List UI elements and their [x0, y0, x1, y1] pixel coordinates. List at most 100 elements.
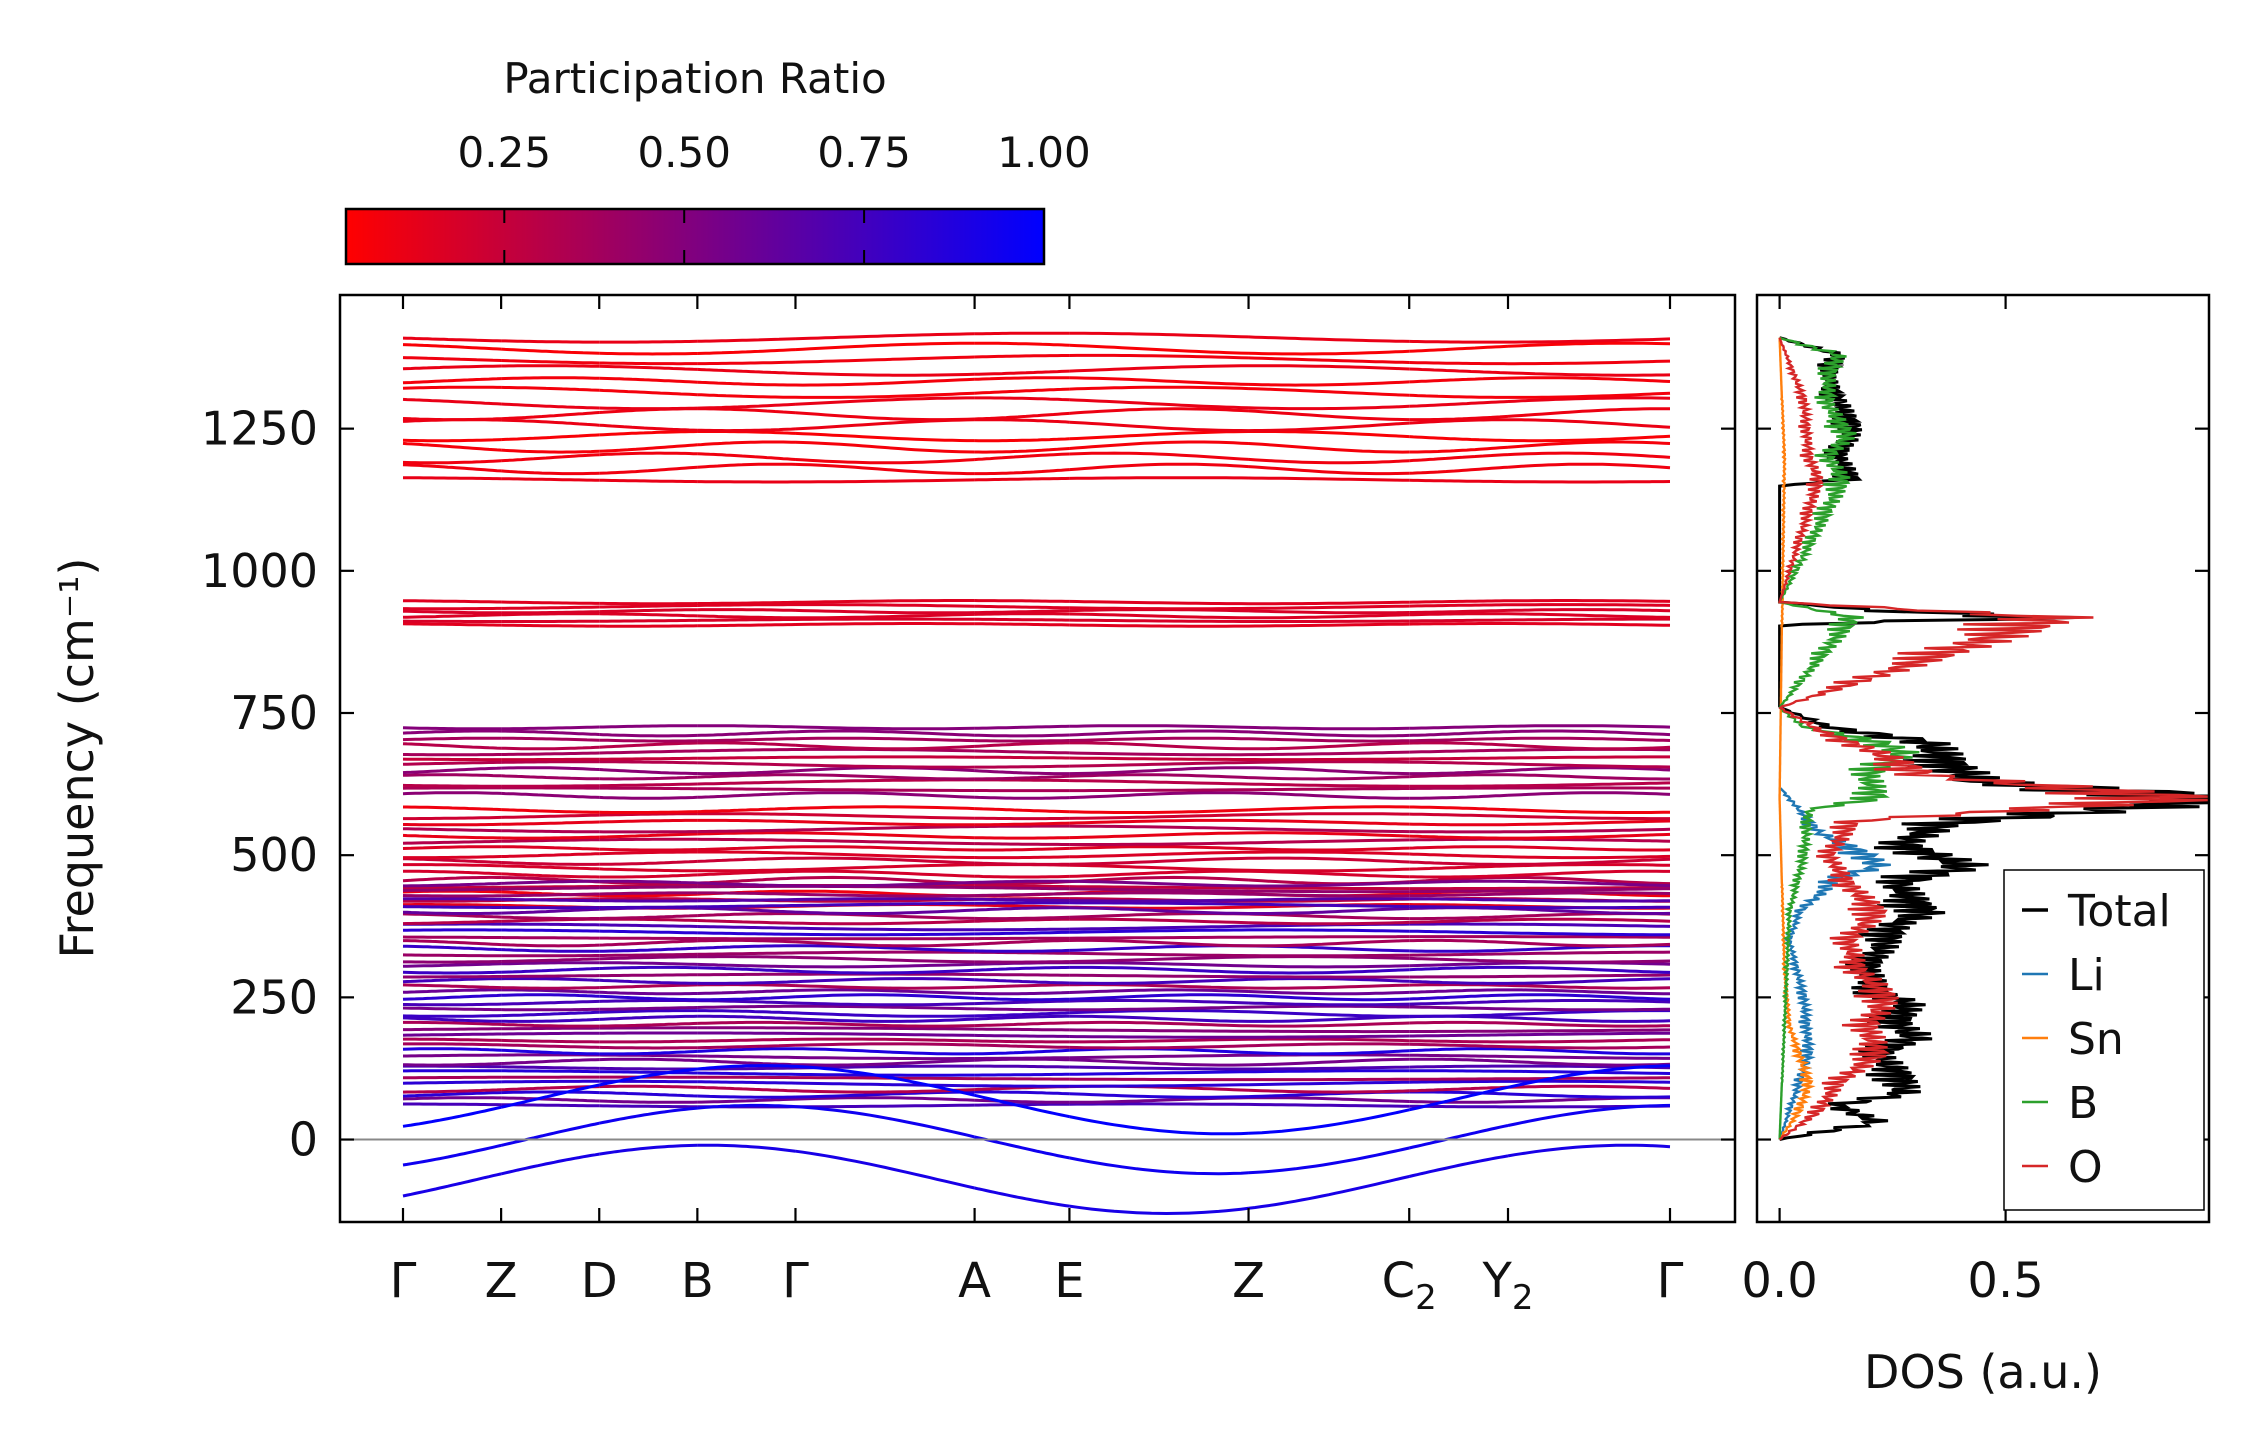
- phonon-band-segment: [402, 1143, 502, 1167]
- phonon-band-segment: [1248, 920, 1410, 926]
- phonon-band-segment: [1069, 462, 1249, 472]
- phonon-band-segment: [501, 861, 600, 866]
- phonon-band-segment: [697, 856, 796, 863]
- phonon-band-segment: [974, 609, 1070, 615]
- phonon-band-segment: [1069, 924, 1249, 931]
- phonon-band-segment: [501, 359, 600, 365]
- phonon-band-segment: [697, 618, 796, 622]
- phonon-band-segment: [403, 1020, 502, 1026]
- phonon-band-segment: [501, 774, 600, 781]
- band-structure-panel: 0 250 500 750 1000 1250 Γ Z D B Γ A E Z C2 Y2 Γ Frequenc…: [50, 293, 1737, 1318]
- phonon-band-segment: [974, 1033, 1070, 1038]
- phonon-band-segment: [795, 603, 975, 608]
- phonon-band-segment: [1507, 808, 1671, 814]
- phonon-band-segment: [974, 733, 1070, 738]
- phonon-band-segment: [974, 749, 1070, 755]
- phonon-band-segment: [1508, 1028, 1670, 1033]
- phonon-band-segment: [697, 837, 796, 842]
- phonon-band-segment: [501, 907, 600, 915]
- phonon-band-segment: [795, 892, 975, 898]
- phonon-band-segment: [795, 1031, 975, 1037]
- phonon-band-segment: [1248, 1042, 1410, 1048]
- phonon-band-segment: [1069, 955, 1249, 964]
- phonon-band-segment: [795, 1001, 975, 1007]
- phonon-band-segment: [599, 795, 698, 800]
- phonon-band-segment: [500, 448, 600, 454]
- phonon-band-segment: [795, 1047, 975, 1056]
- phonon-band-segment: [1507, 407, 1670, 418]
- phonon-band-segment: [402, 773, 502, 778]
- phonon-band-segment: [403, 975, 502, 979]
- phonon-band-segment: [697, 904, 796, 909]
- phonon-band-segment: [974, 906, 1070, 912]
- phonon-band-segment: [697, 1043, 796, 1050]
- phonon-band-segment: [1069, 398, 1249, 410]
- phonon-band-segment: [1507, 762, 1671, 769]
- phonon-band-segment: [1069, 618, 1249, 623]
- phonon-band-segment: [1508, 905, 1671, 910]
- phonon-band-segment: [402, 441, 502, 452]
- phonon-band-segment: [1409, 983, 1509, 987]
- x-tick-label-path-point: C2: [1382, 1253, 1437, 1318]
- phonon-band-segment: [795, 599, 975, 604]
- phonon-band-segment: [795, 1090, 975, 1099]
- phonon-band-segment: [697, 806, 796, 814]
- phonon-band-segment: [403, 855, 502, 860]
- phonon-band-segment: [402, 983, 502, 990]
- dos-legend: Total Li Sn BO: [2003, 869, 2205, 1211]
- phonon-band-segment: [1409, 612, 1508, 617]
- phonon-band-segment: [403, 1053, 502, 1058]
- phonon-band-segment: [795, 743, 975, 751]
- phonon-band-segment: [697, 769, 796, 776]
- phonon-band-segment: [1069, 1035, 1249, 1039]
- x-tick-label-path-point: E: [1054, 1253, 1084, 1309]
- phonon-band-segment: [599, 738, 698, 743]
- phonon-band-segment: [1507, 999, 1671, 1004]
- phonon-band-segment: [795, 355, 975, 364]
- phonon-band-segment: [1248, 968, 1410, 975]
- legend-label-b: B: [2068, 1078, 2098, 1129]
- phonon-band-segment: [1409, 965, 1508, 972]
- phonon-band-segment: [1409, 622, 1508, 626]
- phonon-band-segment: [1507, 869, 1670, 878]
- phonon-band-segment: [1069, 1065, 1249, 1071]
- phonon-band-segment: [402, 463, 502, 473]
- phonon-band-segment: [795, 940, 975, 948]
- phonon-band-segment: [599, 965, 698, 970]
- phonon-band-segment: [1248, 622, 1410, 628]
- phonon-band-segment: [1409, 748, 1508, 754]
- phonon-band-segment: [795, 332, 975, 341]
- phonon-band-segment: [974, 1064, 1070, 1069]
- phonon-band-segment: [1069, 724, 1249, 729]
- phonon-band-segment: [974, 769, 1070, 776]
- phonon-band-segment: [1248, 994, 1410, 1002]
- phonon-band-segment: [1409, 435, 1509, 442]
- phonon-band-segment: [1248, 1175, 1410, 1210]
- phonon-band-segment: [1248, 356, 1410, 364]
- phonon-band-segment: [974, 948, 1070, 953]
- phonon-band-segment: [1409, 1033, 1509, 1038]
- phonon-band-segment: [795, 880, 975, 888]
- band-plot-frame: [338, 293, 1737, 1224]
- phonon-band-segment: [1409, 860, 1508, 866]
- phonon-band-segment: [974, 1007, 1070, 1012]
- phonon-band-segment: [1409, 773, 1508, 779]
- phonon-band-segment: [501, 610, 600, 615]
- phonon-band-segment: [1507, 898, 1670, 903]
- phonon-band-segment: [599, 1045, 698, 1050]
- phonon-band-segment: [795, 944, 975, 953]
- phonon-band-segment: [1507, 1084, 1671, 1090]
- phonon-band-segment: [1409, 1053, 1509, 1058]
- phonon-band-segment: [1409, 1090, 1509, 1096]
- phonon-band-segment: [1409, 822, 1509, 827]
- phonon-band-segment: [402, 783, 502, 788]
- phonon-band-segment: [974, 1090, 1070, 1096]
- dos-x-axis-label: DOS (a.u.): [1864, 1345, 2102, 1399]
- phonon-band-segment: [974, 1056, 1070, 1060]
- phonon-band-segment: [1409, 948, 1509, 953]
- phonon-band-segment: [599, 608, 698, 614]
- phonon-band-segment: [1069, 898, 1249, 903]
- phonon-band-segment: [402, 726, 502, 731]
- phonon-band-segment: [402, 599, 502, 604]
- phonon-band-segment: [697, 962, 796, 969]
